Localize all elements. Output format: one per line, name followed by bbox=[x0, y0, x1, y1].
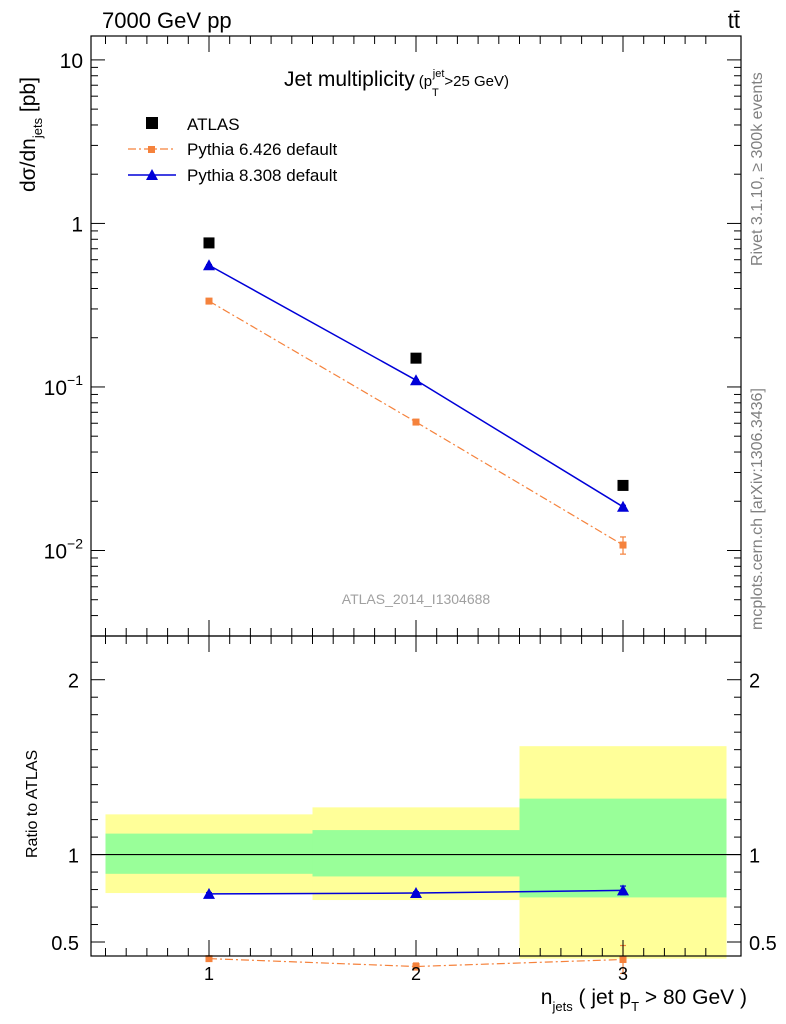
main-ytick-label-2: 10−1 bbox=[44, 372, 84, 400]
ratio-series-layer bbox=[202, 884, 630, 975]
main-line-1 bbox=[208, 300, 624, 546]
main-series-layer bbox=[202, 237, 630, 555]
plot-title: Jet multiplicity (pTjet>25 GeV) bbox=[284, 68, 509, 99]
ratio-ytick-label-left-1: 1 bbox=[68, 846, 79, 868]
ratio-ytick-label-right-1: 1 bbox=[749, 846, 760, 868]
ratio-point-0-2 bbox=[619, 955, 627, 963]
main-y-label-sub: jets bbox=[30, 117, 45, 139]
ratio-point-0-1 bbox=[412, 962, 420, 970]
ratio-ytick-label-right-0: 2 bbox=[749, 671, 760, 693]
header-left-label: 7000 GeV pp bbox=[102, 8, 232, 33]
main-point-0-0 bbox=[203, 237, 215, 249]
ratio-point-1-0 bbox=[202, 887, 215, 899]
plot-title-sup: jet bbox=[432, 68, 445, 80]
main-ytick-label-exp-2: −1 bbox=[67, 372, 83, 388]
main-point-2-1 bbox=[410, 374, 422, 386]
main-ytick-label-3: 10−2 bbox=[44, 535, 84, 563]
main-ytick-label-base-3: 10 bbox=[44, 540, 67, 563]
header-right-label: tt̄ bbox=[728, 8, 740, 33]
ratio-band-green-1 bbox=[105, 833, 313, 874]
ratio-point-1-2 bbox=[617, 884, 630, 896]
legend-pythia6-label: Pythia 6.426 default bbox=[187, 140, 338, 159]
ratio-xtick-label-2: 3 bbox=[618, 964, 628, 984]
ratio-ytick-label-left-0: 2 bbox=[68, 671, 79, 693]
ratio-band-green-3 bbox=[519, 798, 727, 898]
main-ytick-label-base-2: 10 bbox=[44, 377, 67, 400]
plot-title-sym: (p bbox=[419, 73, 432, 90]
x-label-mid: ( jet p bbox=[573, 986, 631, 1009]
legend: ATLAS Pythia 6.426 default Pythia 8.308 … bbox=[128, 115, 338, 185]
ratio-y-axis-label: Ratio to ATLAS bbox=[24, 750, 41, 858]
rivet-label: Rivet 3.1.10, ≥ 300k events bbox=[749, 72, 766, 266]
ratio-ytick-label-right-2: 0.5 bbox=[749, 933, 777, 955]
plot-title-tail: >25 GeV) bbox=[444, 73, 509, 90]
main-ytick-label-exp-3: −2 bbox=[67, 535, 83, 551]
ratio-xtick-label-0: 1 bbox=[204, 964, 214, 984]
ratio-xtick-label-1: 2 bbox=[411, 964, 421, 984]
ratio-point-0-0 bbox=[205, 955, 213, 963]
main-y-label-tail: [pb] bbox=[17, 77, 40, 118]
main-line-2 bbox=[208, 264, 624, 508]
plot-title-main: Jet multiplicity bbox=[284, 68, 415, 91]
mcplots-label: mcplots.cern.ch [arXiv:1306.3436] bbox=[749, 388, 766, 630]
x-label-sub2: T bbox=[631, 999, 639, 1014]
ratio-panel: 1 2 3 2 2 1 1 0.5 0.5 Ratio to ATLAS njets ( jet… bbox=[24, 635, 777, 1014]
x-axis-label: njets ( jet pT > 80 GeV ) bbox=[541, 986, 747, 1014]
main-ytick-label-1: 1 bbox=[71, 213, 83, 236]
ratio-point-1-1 bbox=[410, 887, 422, 899]
main-y-label-main: dσ/dn bbox=[17, 138, 40, 192]
legend-atlas-label: ATLAS bbox=[187, 115, 240, 134]
legend-pythia8-marker bbox=[146, 169, 158, 180]
main-point-2-0 bbox=[202, 259, 215, 271]
main-point-1-2 bbox=[619, 541, 627, 549]
x-label-tail: > 80 GeV ) bbox=[639, 986, 747, 1009]
x-label-sub: jets bbox=[551, 999, 573, 1014]
main-point-2-2 bbox=[617, 500, 630, 512]
main-point-1-1 bbox=[412, 418, 420, 426]
ratio-line-0 bbox=[208, 958, 624, 968]
ratio-band-green-2 bbox=[312, 830, 520, 877]
main-y-axis-label: dσ/dnjets [pb] bbox=[17, 77, 45, 192]
ratio-ytick-label-left-2: 0.5 bbox=[51, 933, 79, 955]
main-point-1-0 bbox=[205, 297, 213, 305]
x-label-main: n bbox=[541, 986, 553, 1009]
analysis-watermark: ATLAS_2014_I1304688 bbox=[342, 591, 491, 607]
legend-pythia6-marker bbox=[148, 146, 155, 153]
ratio-uncertainty-bands bbox=[91, 746, 741, 959]
legend-pythia8-label: Pythia 8.308 default bbox=[187, 166, 338, 185]
plot-title-sub: T bbox=[432, 87, 439, 99]
main-point-0-2 bbox=[617, 479, 629, 491]
legend-atlas-marker bbox=[146, 117, 158, 129]
ratio-axis-ticks: 1 2 3 2 2 1 1 0.5 0.5 bbox=[51, 636, 777, 984]
main-ytick-label-0: 10 bbox=[60, 50, 83, 73]
main-point-0-1 bbox=[410, 352, 422, 364]
